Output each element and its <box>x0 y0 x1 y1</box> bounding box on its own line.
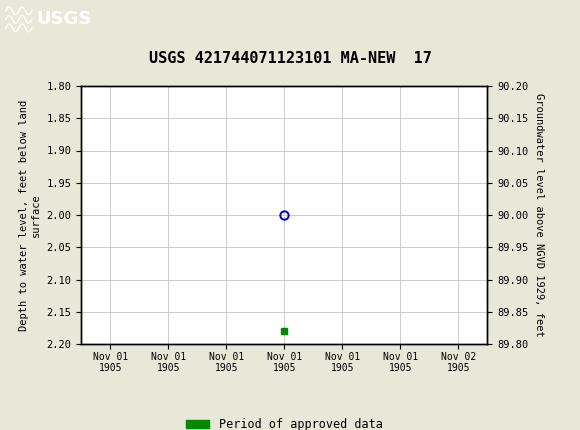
Y-axis label: Depth to water level, feet below land
surface: Depth to water level, feet below land su… <box>19 99 41 331</box>
Text: USGS: USGS <box>36 9 91 28</box>
Legend: Period of approved data: Period of approved data <box>181 414 387 430</box>
Y-axis label: Groundwater level above NGVD 1929, feet: Groundwater level above NGVD 1929, feet <box>534 93 543 337</box>
Text: USGS 421744071123101 MA-NEW  17: USGS 421744071123101 MA-NEW 17 <box>148 51 432 65</box>
